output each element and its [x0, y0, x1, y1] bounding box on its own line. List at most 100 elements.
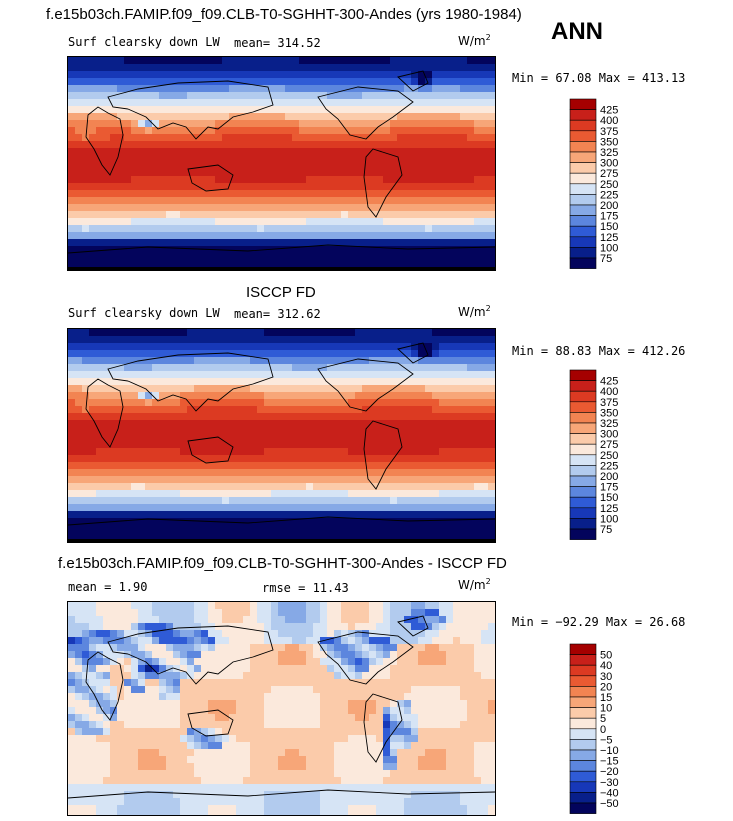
- map-cell: [481, 120, 489, 128]
- map-cell: [481, 532, 489, 540]
- map-cell: [348, 267, 356, 270]
- map-cell: [411, 539, 419, 542]
- map-cell: [201, 343, 209, 351]
- map-cell: [292, 371, 300, 379]
- map-cell: [75, 120, 83, 128]
- map-cell: [271, 364, 279, 372]
- map-cell: [250, 64, 258, 72]
- map-cell: [89, 476, 97, 484]
- map-cell: [432, 441, 440, 449]
- map-cell: [383, 623, 391, 631]
- map-cell: [341, 211, 349, 219]
- map-cell: [159, 665, 167, 673]
- map-cell: [285, 253, 293, 261]
- map-cell: [166, 204, 174, 212]
- map-cell: [96, 672, 104, 680]
- map-cell: [103, 148, 111, 156]
- map-cell: [173, 651, 181, 659]
- map-cell: [278, 232, 286, 240]
- map-cell: [334, 462, 342, 470]
- map-cell: [467, 686, 475, 694]
- map-cell: [292, 385, 300, 393]
- map-cell: [397, 490, 405, 498]
- map-cell: [222, 721, 230, 729]
- map-cell: [271, 260, 279, 268]
- map-cell: [117, 469, 125, 477]
- map-cell: [285, 162, 293, 170]
- map-cell: [369, 364, 377, 372]
- map-cell: [376, 511, 384, 519]
- map-cell: [201, 455, 209, 463]
- map-cell: [159, 658, 167, 666]
- map-cell: [460, 267, 468, 270]
- map-cell: [236, 148, 244, 156]
- map-cell: [229, 211, 237, 219]
- map-cell: [173, 686, 181, 694]
- map-cell: [131, 616, 139, 624]
- map-cell: [404, 518, 412, 526]
- map-cell: [404, 609, 412, 617]
- map-cell: [390, 364, 398, 372]
- map-cell: [96, 490, 104, 498]
- map-cell: [138, 714, 146, 722]
- map-cell: [82, 141, 90, 149]
- map-cell: [180, 735, 188, 743]
- map-cell: [418, 630, 426, 638]
- map-cell: [292, 267, 300, 270]
- map-cell: [271, 113, 279, 121]
- map-cell: [418, 441, 426, 449]
- map-cell: [292, 141, 300, 149]
- map-cell: [299, 71, 307, 79]
- map-cell: [425, 364, 433, 372]
- map-cell: [194, 218, 202, 226]
- map-cell: [453, 714, 461, 722]
- map-cell: [432, 197, 440, 205]
- map-cell: [103, 378, 111, 386]
- map-cell: [278, 120, 286, 128]
- map-cell: [264, 455, 272, 463]
- map-cell: [404, 246, 412, 254]
- map-cell: [110, 497, 118, 505]
- map-cell: [194, 532, 202, 540]
- map-cell: [383, 504, 391, 512]
- map-cell: [320, 714, 328, 722]
- map-cell: [264, 134, 272, 142]
- map-cell: [292, 462, 300, 470]
- map-cell: [299, 672, 307, 680]
- map-cell: [68, 728, 76, 736]
- map-cell: [145, 239, 153, 247]
- map-cell: [432, 469, 440, 477]
- map-cell: [313, 651, 321, 659]
- map-cell: [180, 392, 188, 400]
- map-cell: [411, 602, 419, 610]
- map-cell: [285, 357, 293, 365]
- map-cell: [292, 413, 300, 421]
- map-cell: [383, 176, 391, 184]
- map-cell: [208, 113, 216, 121]
- map-cell: [285, 364, 293, 372]
- map-cell: [215, 141, 223, 149]
- map-cell: [467, 693, 475, 701]
- map-cell: [180, 518, 188, 526]
- map-cell: [348, 497, 356, 505]
- map-cell: [460, 448, 468, 456]
- map-cell: [257, 85, 265, 93]
- map-cell: [425, 420, 433, 428]
- map-cell: [264, 162, 272, 170]
- map-cell: [285, 469, 293, 477]
- map-cell: [264, 190, 272, 198]
- map-cell: [425, 183, 433, 191]
- map-cell: [341, 385, 349, 393]
- map-cell: [201, 497, 209, 505]
- map-cell: [82, 427, 90, 435]
- map-cell: [75, 707, 83, 715]
- map-cell: [145, 99, 153, 107]
- map-cell: [460, 190, 468, 198]
- map-cell: [250, 113, 258, 121]
- map-cell: [159, 85, 167, 93]
- map-cell: [334, 441, 342, 449]
- map-cell: [306, 113, 314, 121]
- map-cell: [460, 371, 468, 379]
- map-cell: [306, 155, 314, 163]
- map-cell: [460, 665, 468, 673]
